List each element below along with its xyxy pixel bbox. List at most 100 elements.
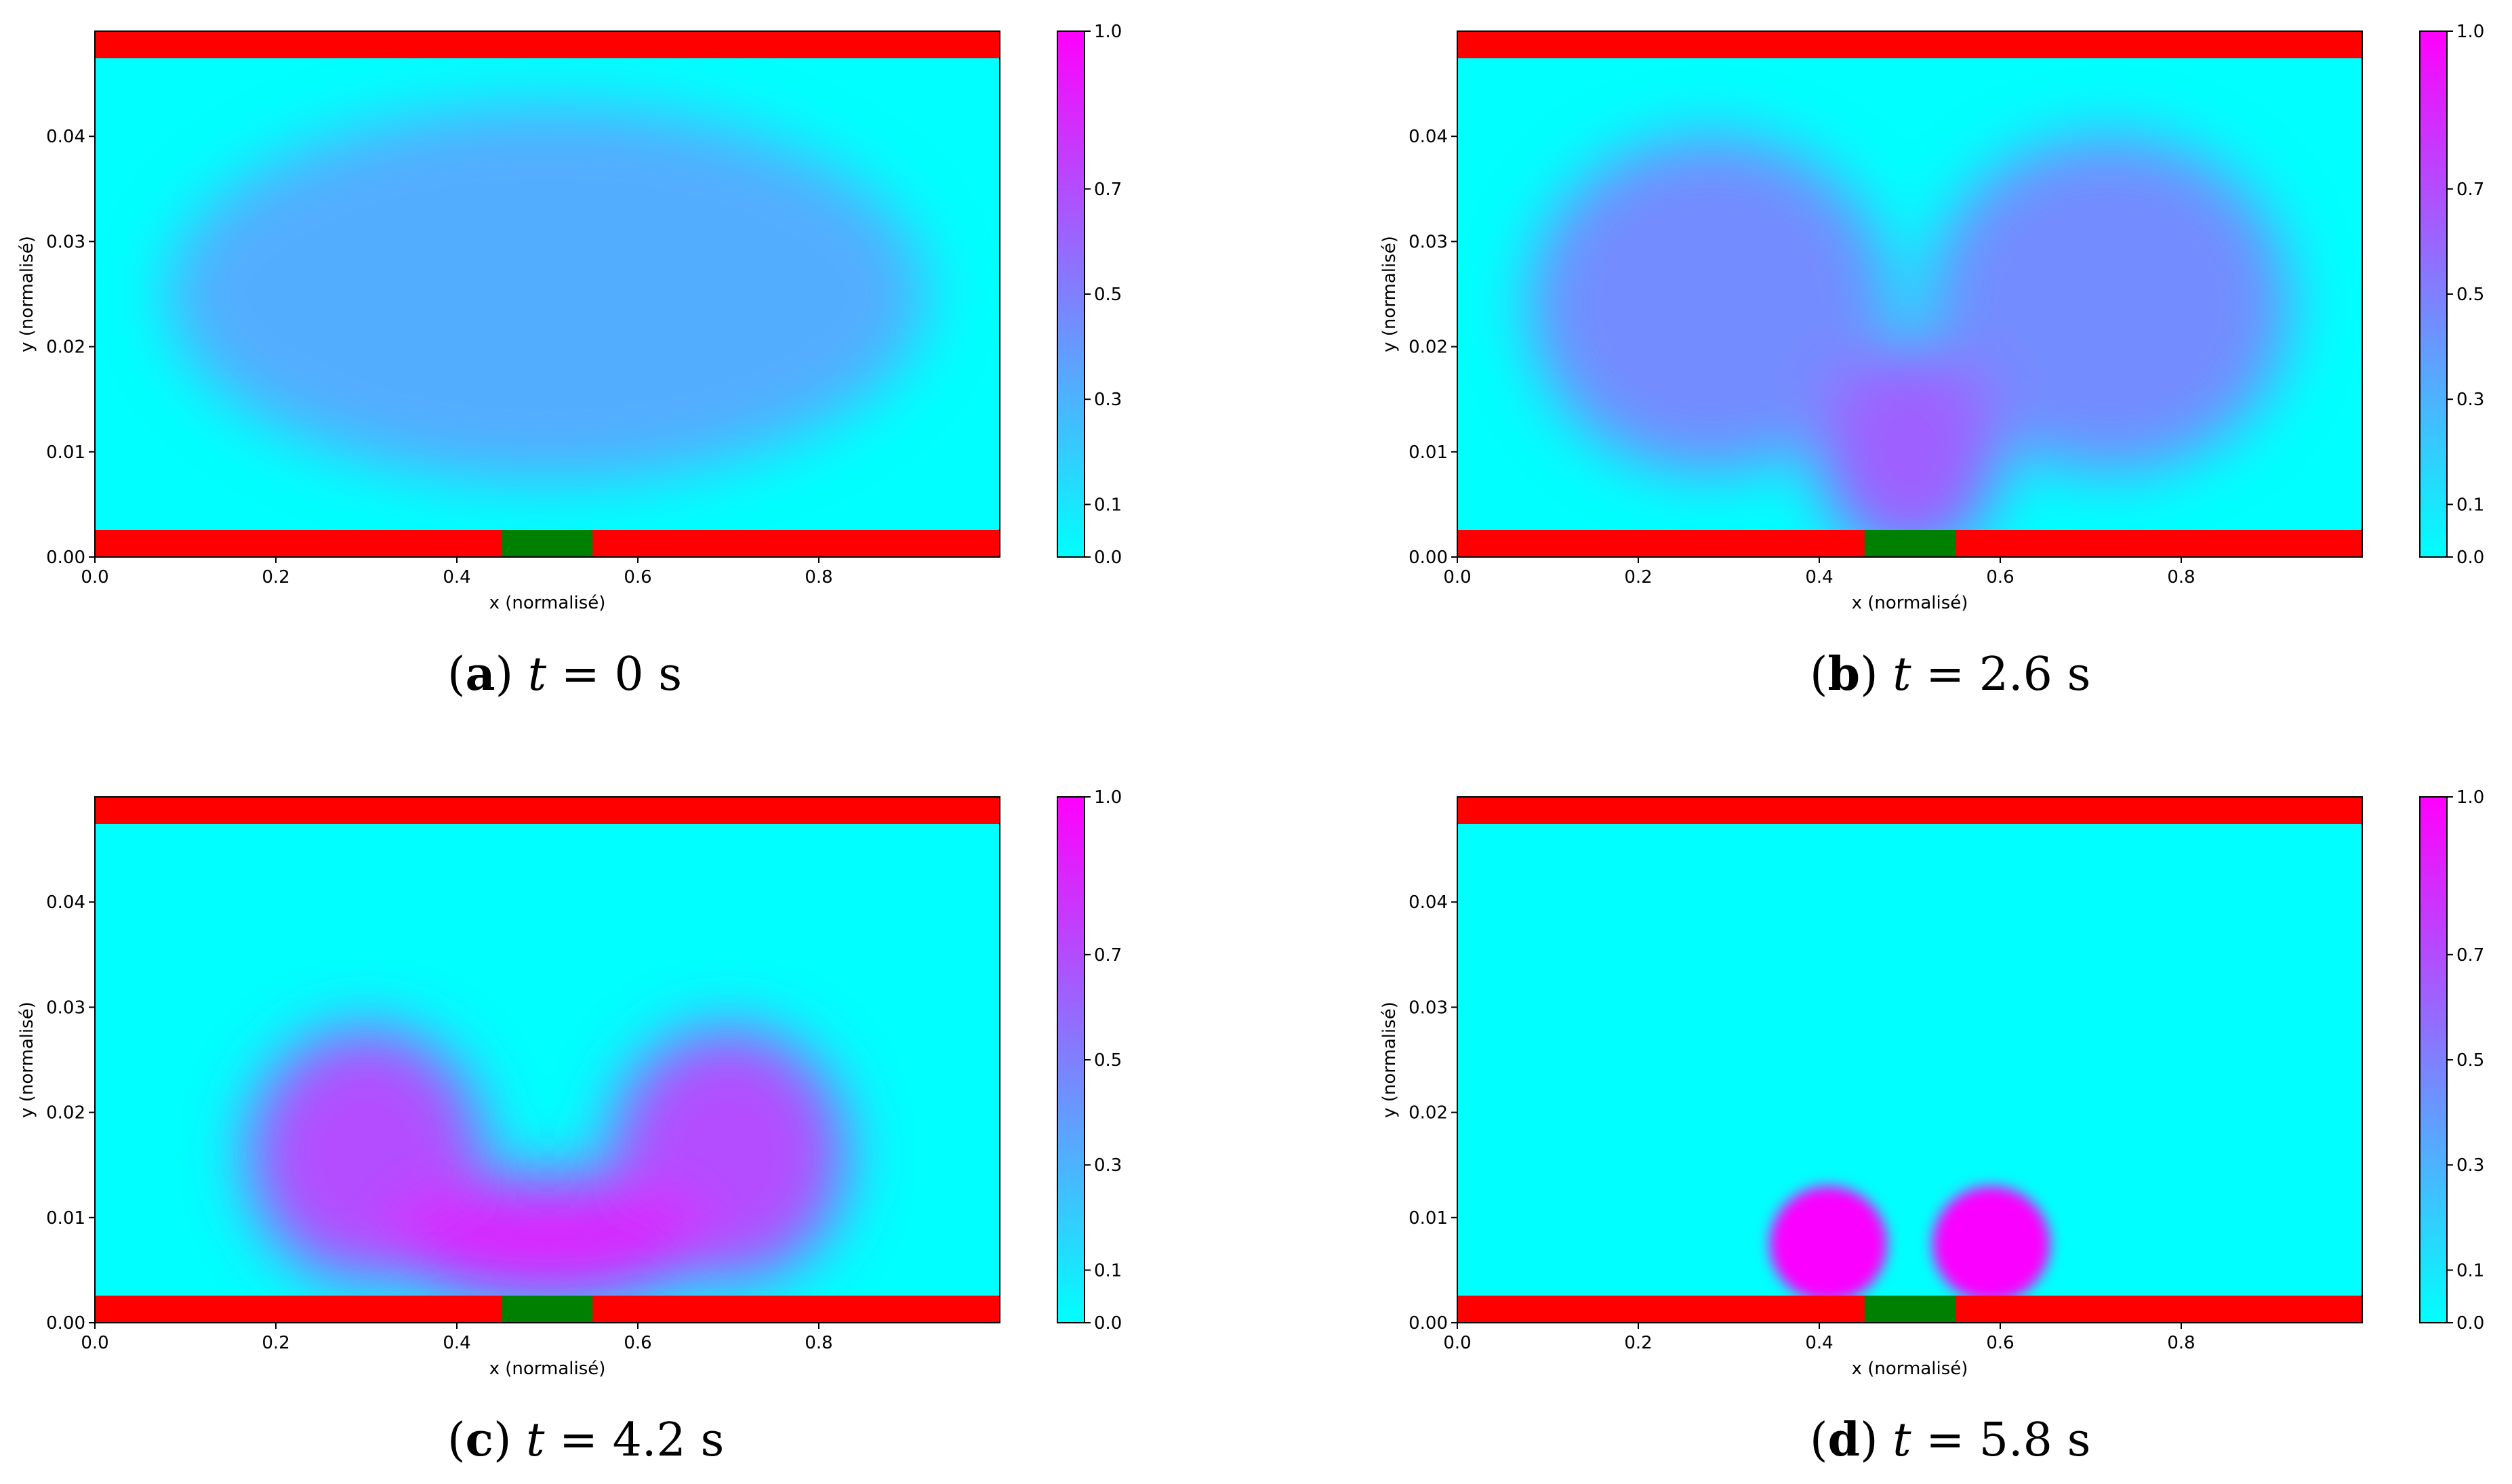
wall-top [1457, 31, 2362, 58]
panel-d: 0.0 0.2 0.4 0.6 0.8 0.00 0.01 0.02 0.03 0.04 x (no… [1362, 766, 2512, 1484]
colorbar [1057, 30, 1085, 558]
y-tick-label: 0.02 [46, 337, 85, 358]
x-tick-label: 0.0 [81, 1333, 108, 1353]
x-tick-label: 0.2 [1624, 567, 1652, 588]
caption-value: 2.6 [1979, 648, 2052, 701]
caption-var: t [527, 648, 547, 701]
caption-unit: s [658, 648, 683, 701]
y-axis-label: y (normalisé) [17, 236, 37, 352]
colorbar-tick-label: 0.1 [2456, 1260, 2484, 1281]
x-tick-label: 0.2 [262, 567, 289, 588]
colorbar [2419, 796, 2448, 1323]
caption-value: 5.8 [1979, 1414, 2052, 1467]
caption-unit: s [2067, 1414, 2091, 1467]
caption-var: t [1892, 648, 1911, 701]
field-blob [1928, 136, 2290, 473]
caption-a: (a) t = 0 s [447, 647, 683, 701]
caption-eq: = [559, 1414, 599, 1467]
y-tick-label: 0.03 [46, 232, 85, 252]
x-tick-label: 0.4 [443, 1333, 470, 1353]
field-blob [384, 1175, 710, 1302]
plot-frame [94, 30, 1000, 558]
x-tick-label: 0.6 [624, 1333, 651, 1353]
x-tick-label: 0.6 [624, 567, 651, 588]
field-blob [1529, 136, 1892, 473]
x-axis-label: x (normalisé) [489, 1359, 606, 1379]
outlet [502, 1296, 593, 1323]
x-tick-label: 0.4 [1805, 567, 1833, 588]
concentration-field [248, 1028, 847, 1302]
wall-top [1457, 797, 2362, 824]
concentration-field [1529, 136, 2290, 557]
colorbar [2419, 30, 2448, 558]
caption-letter: a [465, 647, 495, 701]
x-tick-label: 0.0 [1443, 1333, 1471, 1353]
y-tick-label: 0.04 [46, 127, 85, 147]
panel-c: 0.0 0.2 0.4 0.6 0.8 0.00 0.01 0.02 0.03 0.04 x (no… [0, 766, 1254, 1484]
caption-value: 4.2 [612, 1414, 686, 1467]
colorbar-tick-label: 0.5 [2456, 285, 2484, 305]
colorbar-tick-label: 0.0 [2456, 548, 2484, 568]
caption-letter: c [465, 1413, 493, 1467]
colorbar-tick-label: 0.1 [1094, 495, 1122, 515]
x-axis-label: x (normalisé) [1852, 593, 1968, 613]
plot-a: 0.0 0.2 0.4 0.6 0.8 0.00 0.01 0.02 0.03 0.04 x (no… [17, 22, 1122, 613]
y-tick-label: 0.01 [46, 1208, 85, 1229]
plot-frame [1457, 30, 2363, 558]
y-tick-label: 0.00 [46, 548, 85, 568]
plot-b: 0.0 0.2 0.4 0.6 0.8 0.00 0.01 0.02 0.03 0.04 x (no… [1379, 22, 2484, 613]
y-tick-label: 0.00 [1409, 548, 1448, 568]
caption-var: t [526, 1414, 545, 1467]
y-tick-label: 0.03 [1409, 232, 1448, 252]
colorbar-tick-label: 1.0 [1094, 22, 1122, 42]
colorbar-tick-label: 0.5 [2456, 1050, 2484, 1071]
x-tick-label: 0.0 [1443, 567, 1471, 588]
wall-top [95, 797, 1000, 824]
y-tick-label: 0.00 [1409, 1313, 1448, 1334]
colorbar-tick-label: 0.3 [2456, 390, 2484, 410]
colorbar-tick-label: 0.0 [2456, 1313, 2484, 1334]
x-tick-label: 0.2 [1624, 1333, 1652, 1353]
plot-frame [94, 796, 1000, 1323]
plot-d: 0.0 0.2 0.4 0.6 0.8 0.00 0.01 0.02 0.03 0.04 x (no… [1379, 787, 2484, 1379]
y-tick-label: 0.02 [1409, 337, 1448, 358]
field-blob [1819, 346, 2000, 557]
colorbar-tick-label: 0.0 [1094, 548, 1122, 568]
caption-eq: = [1926, 648, 1965, 701]
x-tick-label: 0.6 [1986, 567, 2014, 588]
colorbar-tick-label: 0.7 [2456, 945, 2484, 966]
x-tick-label: 0.8 [2167, 567, 2195, 588]
colorbar-tick-label: 0.7 [1094, 945, 1122, 966]
field-blob [1932, 1186, 2050, 1302]
colorbar [1057, 796, 1085, 1323]
plot-frame [1457, 796, 2363, 1323]
x-tick-label: 0.0 [81, 567, 108, 588]
plot-c: 0.0 0.2 0.4 0.6 0.8 0.00 0.01 0.02 0.03 0.04 x (no… [17, 787, 1122, 1379]
colorbar-tick-label: 1.0 [1094, 787, 1122, 808]
y-tick-label: 0.01 [1409, 442, 1448, 463]
caption-d: (d) t = 5.8 s [1810, 1413, 2091, 1467]
colorbar-tick-label: 0.7 [2456, 180, 2484, 200]
outlet [1864, 530, 1956, 557]
colorbar-tick-label: 0.3 [2456, 1155, 2484, 1176]
y-tick-label: 0.04 [46, 892, 85, 913]
y-axis-label: y (normalisé) [1379, 236, 1400, 352]
colorbar-tick-label: 0.5 [1094, 1050, 1122, 1071]
caption-letter: b [1827, 647, 1861, 701]
field-blob [1769, 1186, 1888, 1302]
y-tick-label: 0.03 [1409, 997, 1448, 1018]
y-axis-label: y (normalisé) [17, 1002, 37, 1118]
y-tick-label: 0.01 [46, 442, 85, 463]
colorbar-tick-label: 1.0 [2456, 787, 2484, 808]
field-background [1457, 797, 2362, 1323]
colorbar-tick-label: 0.1 [2456, 495, 2484, 515]
concentration-field [1769, 1186, 2050, 1302]
caption-var: t [1892, 1414, 1911, 1467]
y-tick-label: 0.04 [1409, 127, 1448, 147]
colorbar-tick-label: 1.0 [2456, 22, 2484, 42]
caption-unit: s [700, 1414, 725, 1467]
x-tick-label: 0.8 [805, 567, 832, 588]
x-axis-label: x (normalisé) [489, 593, 606, 613]
colorbar-tick-label: 0.7 [1094, 180, 1122, 200]
panel-a: 0.0 0.2 0.4 0.6 0.8 0.00 0.01 0.02 0.03 0.04 x (no… [0, 0, 1254, 718]
